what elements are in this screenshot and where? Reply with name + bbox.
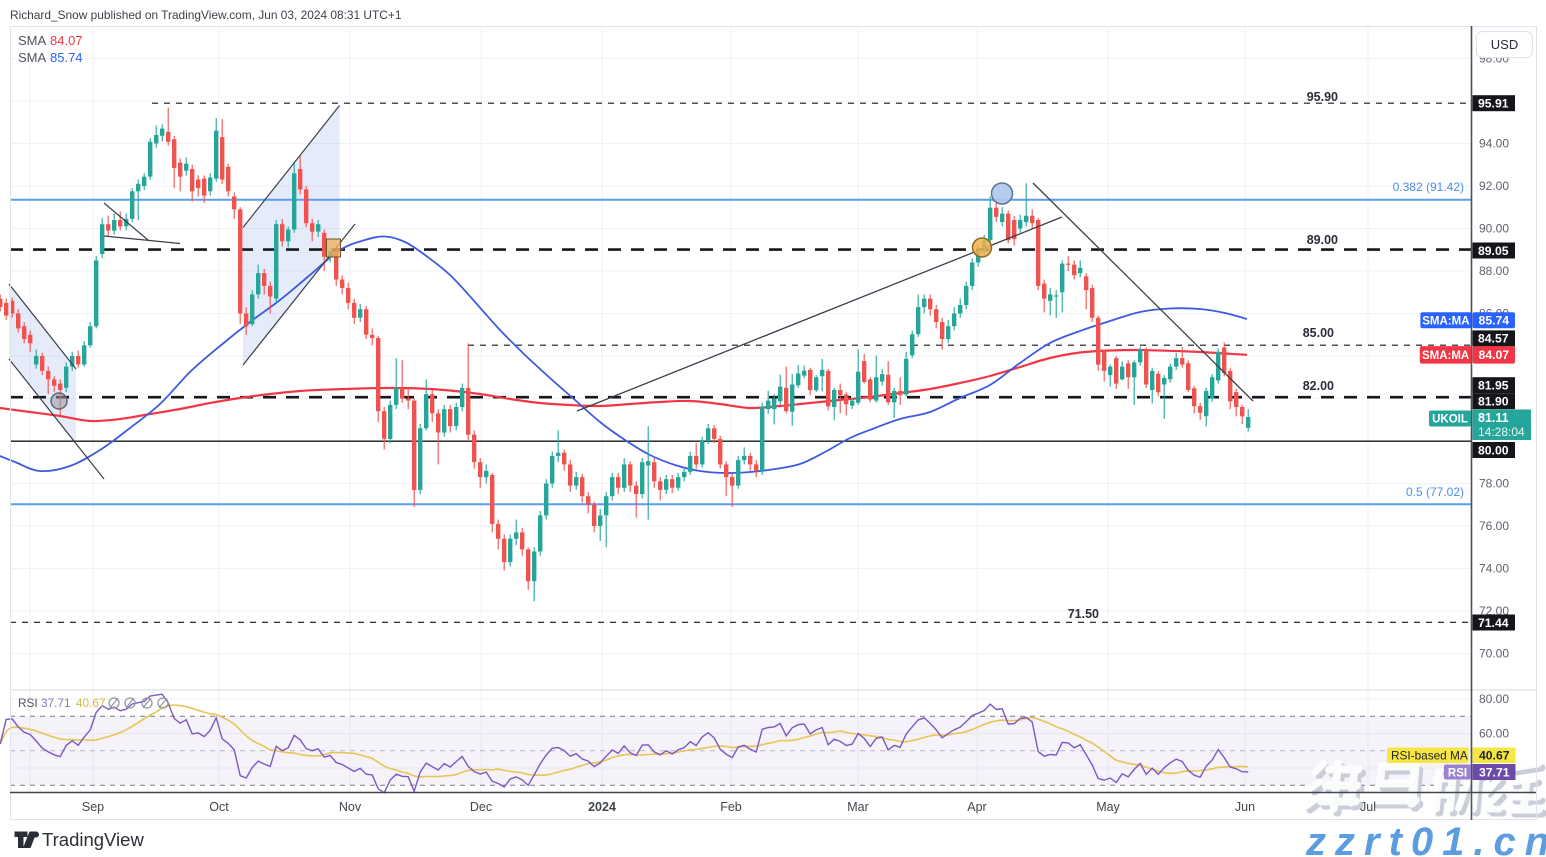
svg-text:80.00: 80.00 <box>1479 692 1509 706</box>
svg-text:89.05: 89.05 <box>1478 244 1509 258</box>
svg-text:88.00: 88.00 <box>1479 264 1509 278</box>
svg-text:RSI-based MA: RSI-based MA <box>1391 749 1468 763</box>
svg-text:90.00: 90.00 <box>1479 222 1509 236</box>
svg-text:RSI: RSI <box>1448 767 1467 779</box>
svg-text:80.00: 80.00 <box>1478 443 1509 457</box>
svg-text:76.00: 76.00 <box>1479 519 1509 533</box>
svg-text:94.00: 94.00 <box>1479 137 1509 151</box>
svg-text:TradingView: TradingView <box>42 829 144 850</box>
svg-text:81.95: 81.95 <box>1478 379 1509 393</box>
svg-text:Nov: Nov <box>339 800 362 814</box>
svg-text:92.00: 92.00 <box>1479 179 1509 193</box>
svg-text:Jun: Jun <box>1235 800 1255 814</box>
svg-text:71.44: 71.44 <box>1478 616 1509 630</box>
svg-text:Dec: Dec <box>470 800 492 814</box>
svg-text:0.5 (77.02): 0.5 (77.02) <box>1406 485 1464 499</box>
svg-text:zzrt01.cn: zzrt01.cn <box>1305 820 1546 857</box>
svg-text:Richard_Snow published on Trad: Richard_Snow published on TradingView.co… <box>10 8 402 22</box>
svg-text:May: May <box>1096 800 1120 814</box>
svg-text:95.91: 95.91 <box>1478 97 1509 111</box>
svg-text:Mar: Mar <box>847 800 869 814</box>
svg-text:UKOIL: UKOIL <box>1432 414 1468 426</box>
svg-text:Sep: Sep <box>82 800 104 814</box>
svg-text:78.00: 78.00 <box>1479 477 1509 491</box>
svg-text:SMA: SMA <box>18 50 47 65</box>
svg-text:USD: USD <box>1491 37 1518 52</box>
svg-text:85.00: 85.00 <box>1303 326 1334 340</box>
svg-text:70.00: 70.00 <box>1479 647 1509 661</box>
svg-text:37.71: 37.71 <box>41 696 71 710</box>
svg-text:14:28:04: 14:28:04 <box>1478 425 1525 439</box>
svg-text:2024: 2024 <box>588 800 616 814</box>
svg-text:40.67: 40.67 <box>76 696 106 710</box>
svg-text:Oct: Oct <box>209 800 229 814</box>
svg-text:85.74: 85.74 <box>1479 314 1510 328</box>
svg-text:SMA:MA: SMA:MA <box>1422 350 1469 362</box>
svg-text:84.07: 84.07 <box>50 33 83 48</box>
svg-text:81.90: 81.90 <box>1478 395 1509 409</box>
svg-text:RSI: RSI <box>18 696 38 710</box>
svg-text:SMA:MA: SMA:MA <box>1422 315 1469 327</box>
svg-text:84.57: 84.57 <box>1478 332 1509 346</box>
svg-text:84.07: 84.07 <box>1479 348 1510 362</box>
svg-text:40.67: 40.67 <box>1479 749 1510 763</box>
svg-text:81.11: 81.11 <box>1478 411 1509 425</box>
svg-text:85.74: 85.74 <box>50 50 83 65</box>
svg-text:Jul: Jul <box>1360 800 1376 814</box>
svg-text:37.71: 37.71 <box>1479 766 1510 780</box>
svg-text:82.00: 82.00 <box>1303 379 1334 393</box>
svg-text:SMA: SMA <box>18 33 47 48</box>
svg-text:71.50: 71.50 <box>1068 607 1099 621</box>
svg-text:0.382 (91.42): 0.382 (91.42) <box>1393 180 1464 194</box>
svg-text:60.00: 60.00 <box>1479 727 1509 741</box>
svg-text:Feb: Feb <box>720 800 742 814</box>
svg-text:89.00: 89.00 <box>1307 233 1338 247</box>
svg-text:Apr: Apr <box>967 800 986 814</box>
svg-text:95.90: 95.90 <box>1307 90 1338 104</box>
svg-text:74.00: 74.00 <box>1479 562 1509 576</box>
